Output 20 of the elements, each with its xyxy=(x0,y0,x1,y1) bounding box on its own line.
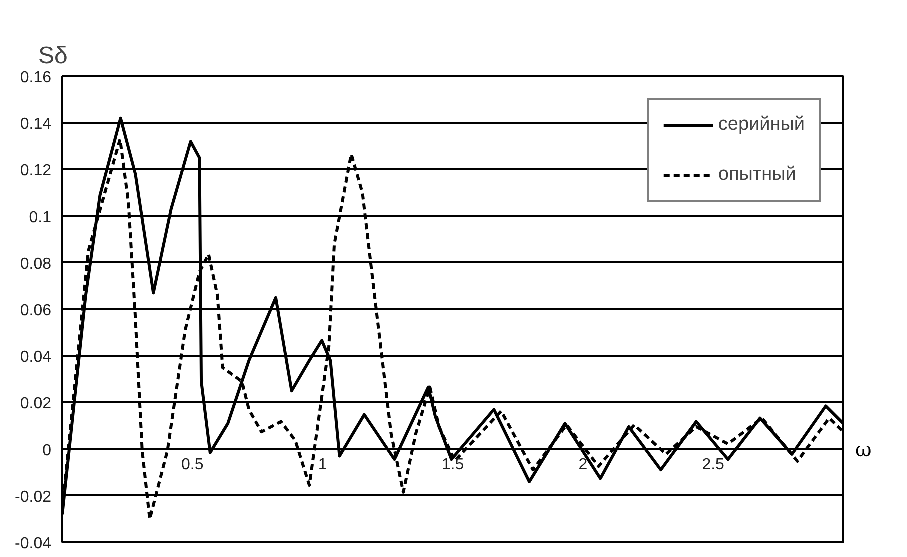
x-tick-label: 0.5 xyxy=(182,456,204,474)
x-tick-label: 2.5 xyxy=(702,456,725,474)
y-tick-label: -0.04 xyxy=(15,536,52,552)
y-tick-label: -0.02 xyxy=(15,488,52,506)
y-axis-title: Sδ xyxy=(38,42,68,70)
y-tick-label: 0.06 xyxy=(20,302,52,320)
legend-label: опытный xyxy=(718,164,796,186)
y-tick-label: 0.12 xyxy=(20,162,52,180)
legend-label: серийный xyxy=(718,114,805,136)
x-tick-label: 2 xyxy=(578,456,588,474)
y-tick-label: 0 xyxy=(42,442,52,460)
y-tick-label: 0.08 xyxy=(20,256,52,273)
y-tick-label: 0.16 xyxy=(20,70,52,86)
y-tick-label: 0.1 xyxy=(29,209,52,226)
x-tick-label: 1.5 xyxy=(442,456,464,474)
y-tick-label: 0.14 xyxy=(20,116,52,134)
y-tick-label: 0.02 xyxy=(20,396,52,413)
x-axis-title: ω xyxy=(856,437,872,462)
y-tick-label: 0.04 xyxy=(20,349,52,366)
x-tick-label: 1 xyxy=(318,456,328,474)
